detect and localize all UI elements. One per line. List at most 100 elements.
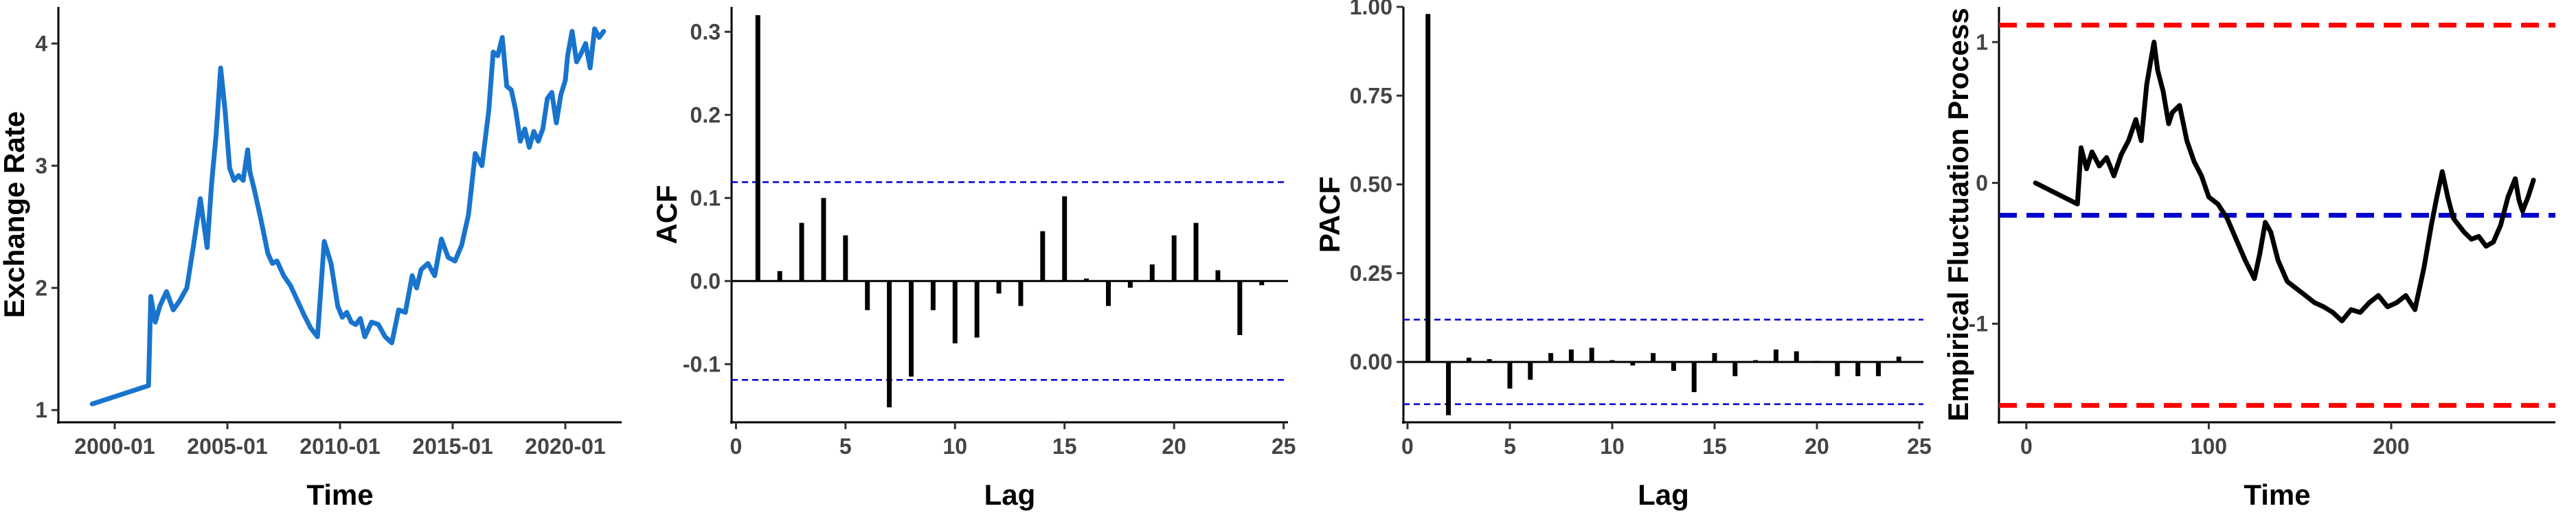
lag-bar — [1507, 362, 1513, 389]
x-tick-label: 15 — [1702, 434, 1727, 459]
lag-bar — [887, 281, 892, 408]
x-tick-label: 15 — [1052, 434, 1077, 459]
lag-bar — [1691, 362, 1697, 393]
x-tick-label: 10 — [942, 434, 967, 459]
lag-bar — [1062, 196, 1067, 282]
lag-bar — [1568, 349, 1574, 363]
lag-bar — [755, 15, 760, 282]
y-tick-label: 0.25 — [1350, 261, 1392, 286]
x-tick-label: 20 — [1162, 434, 1186, 459]
lag-bar — [1712, 353, 1717, 363]
y-tick-label: -0.1 — [683, 352, 721, 376]
y-tick-label: 3 — [35, 153, 47, 178]
acf-panel: -0.1 0.0 0.1 0.2 0.3 0 5 10 15 20 25 Lag ACF — [651, 7, 1296, 511]
lag-bar — [996, 281, 1002, 294]
y-tick-label: 1 — [35, 398, 47, 422]
x-tick-label: 0 — [730, 434, 742, 459]
lag-bar — [930, 281, 936, 310]
lag-bar — [1651, 353, 1656, 363]
y-tick-label: 0.1 — [690, 185, 721, 210]
x-tick-label: 2015-01 — [412, 434, 493, 459]
x-tick-label: 2010-01 — [300, 434, 380, 459]
x-tick-label: 2000-01 — [74, 434, 155, 459]
lag-bar — [1814, 360, 1820, 363]
pacf-panel: 0.00 0.25 0.50 0.75 1.00 0 5 10 15 20 25 Lag PACF — [1313, 0, 1932, 511]
y-axis-title: PACF — [1313, 176, 1346, 253]
y-axis-title: ACF — [651, 185, 683, 244]
x-tick-label: 5 — [839, 434, 852, 459]
y-tick-label: 0.2 — [690, 102, 721, 127]
lag-bar — [1127, 281, 1133, 288]
lag-bar — [777, 271, 782, 282]
y-tick-label: 0 — [1976, 170, 1988, 195]
x-axis-title: Time — [306, 479, 373, 511]
lag-bar — [1018, 281, 1024, 306]
lag-bar — [1446, 362, 1451, 415]
lag-bar — [1466, 357, 1471, 363]
y-tick-label: 4 — [35, 31, 47, 56]
y-tick-label: 0.00 — [1350, 350, 1392, 374]
y-axis-title: Exchange Rate — [0, 111, 30, 318]
lag-bar — [1630, 362, 1636, 366]
lag-bar — [799, 222, 804, 282]
series-line — [2033, 39, 2536, 323]
exchange-rate-panel: 1 2 3 4 2000-01 2005-01 2010-01 2015-01 2020-01 T… — [0, 7, 622, 511]
y-tick-label: 0.3 — [690, 19, 721, 44]
lag-bar — [1237, 281, 1243, 335]
lag-bar — [1425, 14, 1431, 363]
lag-bar — [1671, 362, 1676, 371]
y-tick-label: 1 — [1976, 30, 1988, 54]
lag-bar — [1171, 235, 1177, 282]
lag-bar — [1753, 360, 1759, 363]
x-tick-label: 10 — [1600, 434, 1625, 459]
y-tick-label: 2 — [35, 275, 47, 300]
x-axis-title: Lag — [984, 479, 1036, 511]
lag-bar — [1528, 362, 1533, 380]
lag-bar — [1855, 362, 1861, 376]
series-line — [89, 26, 607, 407]
lag-bar — [974, 281, 980, 338]
lag-bar — [1040, 231, 1046, 282]
x-tick-label: 100 — [2191, 434, 2227, 459]
lag-bar — [821, 198, 826, 282]
x-tick-label: 200 — [2373, 434, 2409, 459]
lag-bar — [1835, 362, 1840, 376]
x-axis-title: Lag — [1638, 479, 1689, 511]
lag-bar — [865, 281, 870, 310]
x-tick-label: 2005-01 — [187, 434, 267, 459]
lag-bar — [1732, 362, 1738, 376]
lag-bar — [1106, 281, 1111, 306]
y-tick-label: 0.50 — [1350, 172, 1392, 197]
lag-bar — [1896, 356, 1901, 363]
y-tick-label: -1 — [1969, 311, 1988, 336]
lag-bar — [1875, 362, 1881, 376]
fluctuation-panel: -1 0 1 0 100 200 Time Empirical Fluctuation Pro… — [1942, 7, 2555, 511]
lag-bar — [1794, 351, 1799, 363]
lag-bar — [1589, 347, 1594, 363]
lag-bar — [1548, 353, 1554, 363]
lag-bar — [1215, 270, 1221, 282]
x-tick-label: 20 — [1805, 434, 1829, 459]
x-axis-title: Time — [2244, 479, 2310, 511]
lag-bar — [908, 281, 914, 377]
y-tick-label: 0.75 — [1350, 83, 1392, 108]
x-tick-label: 0 — [1401, 434, 1414, 459]
lag-bar — [1084, 278, 1089, 282]
lag-bar — [1773, 349, 1778, 363]
lag-bar — [1259, 281, 1265, 286]
lag-bar — [1487, 358, 1492, 363]
x-tick-label: 0 — [2020, 434, 2033, 459]
lag-bar — [1193, 222, 1199, 282]
x-tick-label: 25 — [1272, 434, 1296, 459]
x-tick-label: 5 — [1504, 434, 1516, 459]
y-axis-title: Empirical Fluctuation Process — [1942, 8, 1974, 421]
x-tick-label: 25 — [1907, 434, 1932, 459]
y-tick-label: 0.0 — [690, 268, 721, 293]
lag-bar — [952, 281, 958, 344]
lag-bar — [1609, 360, 1615, 363]
y-tick-label: 1.00 — [1350, 0, 1392, 19]
lag-bar — [1149, 264, 1155, 282]
x-tick-label: 2020-01 — [525, 434, 605, 459]
lag-bar — [843, 235, 848, 282]
